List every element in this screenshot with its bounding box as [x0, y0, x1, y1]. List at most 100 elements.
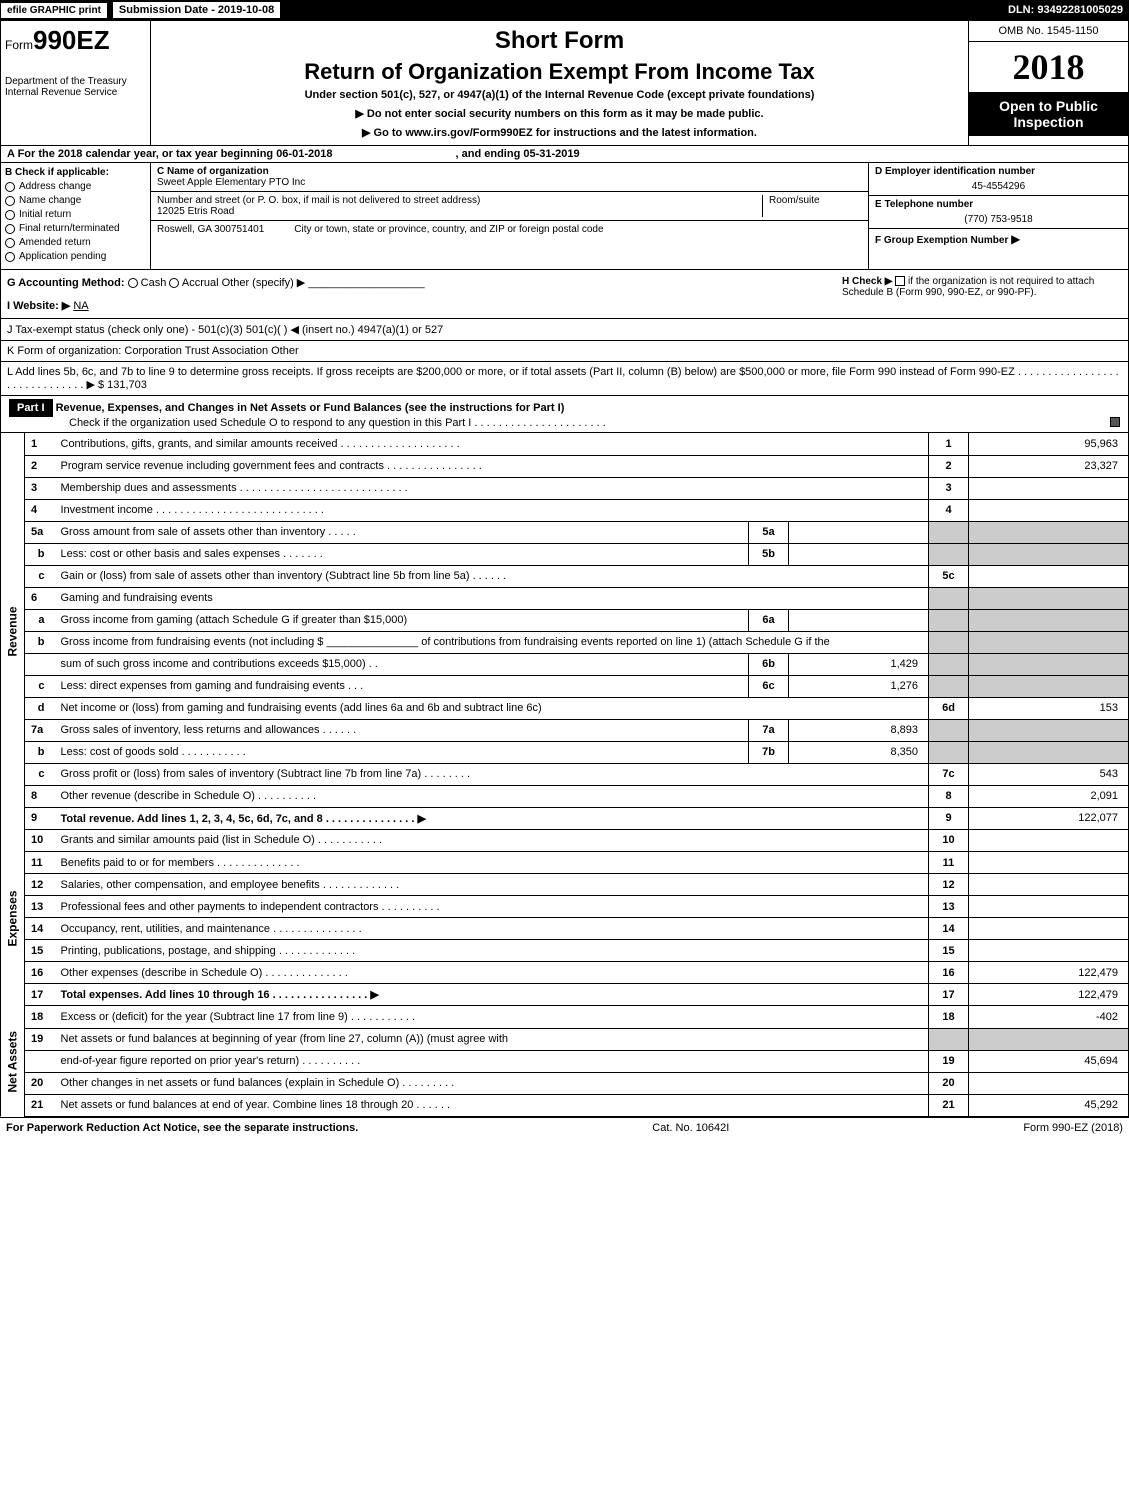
- short-form-title: Short Form: [157, 27, 962, 55]
- l6c-grey1: [929, 675, 969, 697]
- l6b2-grey2: [969, 653, 1129, 675]
- l6a-mnum: 6a: [749, 609, 789, 631]
- section-c: C Name of organization Sweet Apple Eleme…: [151, 163, 868, 269]
- accrual-label: Accrual: [182, 277, 219, 289]
- line-18: 18Excess or (deficit) for the year (Subt…: [25, 1006, 1129, 1028]
- city-label: City or town, state or province, country…: [294, 224, 603, 235]
- footer-right: Form 990-EZ (2018): [1023, 1122, 1123, 1134]
- l20-rnum: 20: [929, 1072, 969, 1094]
- line-6b2: sum of such gross income and contributio…: [25, 653, 1129, 675]
- l7c-rnum: 7c: [929, 763, 969, 785]
- l16-rval: 122,479: [969, 962, 1129, 984]
- l14-rval: [969, 918, 1129, 940]
- addr-label: Number and street (or P. O. box, if mail…: [157, 195, 762, 206]
- h-checkbox[interactable]: [895, 276, 905, 286]
- form-number: Form990EZ: [5, 25, 146, 56]
- street-address: 12025 Etris Road: [157, 206, 762, 217]
- top-bar: efile GRAPHIC print Submission Date - 20…: [0, 0, 1129, 20]
- l14-num: 14: [25, 918, 55, 940]
- revenue-table: 1Contributions, gifts, grants, and simil…: [24, 433, 1129, 830]
- l14-rnum: 14: [929, 918, 969, 940]
- l9-rval: 122,077: [969, 807, 1129, 829]
- line-16: 16Other expenses (describe in Schedule O…: [25, 962, 1129, 984]
- city-value: Roswell, GA 300751401: [157, 224, 264, 235]
- l17-rval: 122,479: [969, 984, 1129, 1006]
- l7b-mnum: 7b: [749, 741, 789, 763]
- check-label-0: Address change: [19, 181, 91, 192]
- line-9: 9Total revenue. Add lines 1, 2, 3, 4, 5c…: [25, 807, 1129, 829]
- section-b-label: B Check if applicable:: [5, 167, 146, 178]
- l18-desc: Excess or (deficit) for the year (Subtra…: [55, 1006, 929, 1028]
- part1-check-text: Check if the organization used Schedule …: [69, 417, 606, 429]
- netassets-section-wrap: Net Assets 18Excess or (deficit) for the…: [0, 1006, 1129, 1117]
- dept-treasury: Department of the Treasury: [5, 76, 146, 87]
- l5b-desc: Less: cost or other basis and sales expe…: [55, 543, 749, 565]
- l11-rnum: 11: [929, 852, 969, 874]
- part1-checkbox[interactable]: [1110, 417, 1120, 427]
- l5b-mval: [789, 543, 929, 565]
- line-13: 13Professional fees and other payments t…: [25, 896, 1129, 918]
- l12-rnum: 12: [929, 874, 969, 896]
- l7b-grey2: [969, 741, 1129, 763]
- l5c-desc: Gain or (loss) from sale of assets other…: [55, 565, 929, 587]
- l6b-grey1: [929, 631, 969, 653]
- line-7b: bLess: cost of goods sold . . . . . . . …: [25, 741, 1129, 763]
- l6b2-mnum: 6b: [749, 653, 789, 675]
- l21-rval: 45,292: [969, 1094, 1129, 1116]
- l10-rnum: 10: [929, 830, 969, 852]
- l20-rval: [969, 1072, 1129, 1094]
- cash-label: Cash: [141, 277, 167, 289]
- l4-rnum: 4: [929, 499, 969, 521]
- l17-rnum: 17: [929, 984, 969, 1006]
- omb-number: OMB No. 1545-1150: [969, 21, 1128, 42]
- line-4: 4Investment income . . . . . . . . . . .…: [25, 499, 1129, 521]
- line-10: 10Grants and similar amounts paid (list …: [25, 830, 1129, 852]
- tax-year: 2018: [969, 42, 1128, 92]
- radio-accrual[interactable]: [169, 278, 179, 288]
- l11-num: 11: [25, 852, 55, 874]
- efile-print-button[interactable]: efile GRAPHIC print: [0, 2, 108, 19]
- l11-desc: Benefits paid to or for members . . . . …: [55, 852, 929, 874]
- l21-rnum: 21: [929, 1094, 969, 1116]
- line-14: 14Occupancy, rent, utilities, and mainte…: [25, 918, 1129, 940]
- l5a-num: 5a: [25, 521, 55, 543]
- l1-desc: Contributions, gifts, grants, and simila…: [55, 433, 929, 455]
- revenue-label: Revenue: [0, 433, 24, 830]
- l6b2-desc: sum of such gross income and contributio…: [55, 653, 749, 675]
- l8-rval: 2,091: [969, 785, 1129, 807]
- check-application-pending[interactable]: Application pending: [5, 251, 146, 262]
- section-h: H Check ▶ if the organization is not req…: [842, 276, 1122, 312]
- f-arrow-icon: ▶: [1011, 232, 1020, 246]
- line-11: 11Benefits paid to or for members . . . …: [25, 852, 1129, 874]
- section-bcd: B Check if applicable: Address change Na…: [0, 163, 1129, 270]
- l6c-desc: Less: direct expenses from gaming and fu…: [55, 675, 749, 697]
- l8-rnum: 8: [929, 785, 969, 807]
- check-address-change[interactable]: Address change: [5, 181, 146, 192]
- l10-num: 10: [25, 830, 55, 852]
- check-amended-return[interactable]: Amended return: [5, 237, 146, 248]
- header-mid: Short Form Return of Organization Exempt…: [151, 21, 968, 145]
- netassets-label: Net Assets: [0, 1006, 24, 1117]
- check-initial-return[interactable]: Initial return: [5, 209, 146, 220]
- submission-date: Submission Date - 2019-10-08: [112, 1, 281, 19]
- radio-cash[interactable]: [128, 278, 138, 288]
- c-city-row: Roswell, GA 300751401 City or town, stat…: [151, 221, 868, 238]
- l9-desc: Total revenue. Add lines 1, 2, 3, 4, 5c,…: [55, 807, 929, 829]
- line-19b: end-of-year figure reported on prior yea…: [25, 1050, 1129, 1072]
- check-final-return[interactable]: Final return/terminated: [5, 223, 146, 234]
- l13-rnum: 13: [929, 896, 969, 918]
- l5c-rval: [969, 565, 1129, 587]
- g-label: G Accounting Method:: [7, 277, 125, 289]
- l7b-mval: 8,350: [789, 741, 929, 763]
- l19b-rval: 45,694: [969, 1050, 1129, 1072]
- l5a-mval: [789, 521, 929, 543]
- check-name-change[interactable]: Name change: [5, 195, 146, 206]
- l5a-desc: Gross amount from sale of assets other t…: [55, 521, 749, 543]
- l6c-num: c: [25, 675, 55, 697]
- l6d-rnum: 6d: [929, 697, 969, 719]
- line-6c: cLess: direct expenses from gaming and f…: [25, 675, 1129, 697]
- check-label-2: Initial return: [19, 209, 71, 220]
- line-8: 8Other revenue (describe in Schedule O) …: [25, 785, 1129, 807]
- line-15: 15Printing, publications, postage, and s…: [25, 940, 1129, 962]
- form-code: 990EZ: [33, 25, 110, 55]
